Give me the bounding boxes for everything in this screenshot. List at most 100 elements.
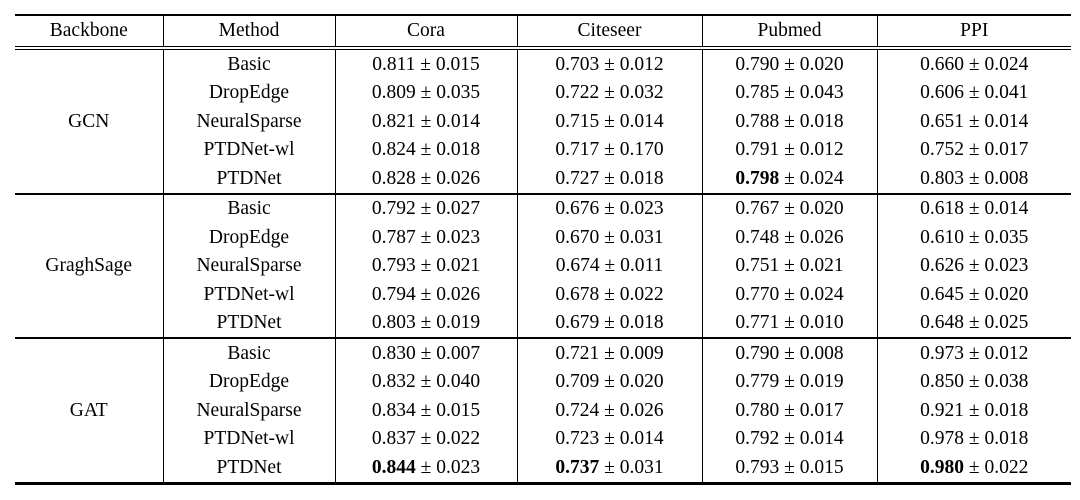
std-value: 0.014 — [984, 110, 1029, 132]
std-value: 0.015 — [435, 53, 480, 75]
std-value: 0.022 — [984, 456, 1029, 478]
std-value: 0.009 — [619, 342, 664, 364]
value-cell: 0.752 ± 0.017 — [876, 135, 1071, 164]
header-pubmed: Pubmed — [701, 15, 877, 50]
method-cell: DropEdge — [162, 78, 335, 107]
mean-value: 0.767 — [735, 198, 780, 219]
mean-value: 0.811 — [372, 53, 416, 75]
std-value: 0.017 — [799, 399, 844, 421]
std-value: 0.014 — [984, 198, 1029, 219]
mean-value: 0.921 — [920, 399, 965, 421]
value-cell: 0.834 ± 0.015 — [334, 396, 517, 425]
std-value: 0.015 — [799, 456, 844, 478]
std-value: 0.026 — [799, 226, 844, 248]
header-backbone: Backbone — [15, 15, 163, 50]
mean-value: 0.626 — [920, 255, 965, 276]
value-cell: 0.788 ± 0.018 — [701, 107, 877, 136]
value-cell: 0.767 ± 0.020 — [701, 193, 877, 223]
mean-value: 0.809 — [371, 82, 416, 103]
mean-value: 0.670 — [555, 226, 600, 248]
header-row: Backbone Method Cora Citeseer Pubmed PPI — [15, 15, 1071, 50]
value-cell: 0.973 ± 0.012 — [876, 338, 1071, 368]
std-value: 0.018 — [799, 110, 844, 132]
mean-value: 0.834 — [371, 399, 416, 421]
std-value: 0.031 — [619, 456, 664, 478]
std-value: 0.024 — [984, 53, 1029, 75]
value-cell: 0.785 ± 0.043 — [701, 78, 877, 107]
mean-value: 0.660 — [920, 53, 965, 75]
std-value: 0.023 — [436, 226, 481, 248]
value-cell: 0.793 ± 0.021 — [334, 251, 517, 280]
backbone-cell: GAT — [69, 399, 108, 421]
mean-value: 0.723 — [555, 428, 600, 449]
value-cell: 0.809 ± 0.035 — [334, 78, 517, 107]
value-cell: 0.724 ± 0.026 — [516, 396, 702, 425]
value-cell: 0.645 ± 0.020 — [876, 280, 1071, 309]
mean-value: 0.709 — [555, 371, 600, 392]
std-value: 0.024 — [799, 283, 844, 305]
value-cell: 0.837 ± 0.022 — [334, 424, 517, 453]
mean-value: 0.794 — [371, 283, 416, 305]
value-cell: 0.844 ± 0.023 — [334, 453, 517, 483]
std-value: 0.012 — [619, 53, 664, 75]
std-value: 0.014 — [619, 110, 664, 132]
value-cell: 0.670 ± 0.031 — [516, 223, 702, 252]
mean-value: 0.606 — [920, 82, 965, 103]
mean-value: 0.679 — [555, 312, 600, 333]
table-row: PTDNet 0.828 ± 0.026 0.727 ± 0.018 0.798 ± … — [15, 164, 1071, 194]
value-cell: 0.674 ± 0.011 — [516, 251, 702, 280]
table-row: DropEdge 0.809 ± 0.035 0.722 ± 0.032 0.785 … — [15, 78, 1071, 107]
std-value: 0.015 — [436, 399, 481, 421]
method-cell: Basic — [162, 48, 335, 79]
mean-value: 0.830 — [371, 342, 416, 364]
mean-value: 0.618 — [920, 198, 965, 219]
std-value: 0.014 — [799, 428, 844, 449]
std-value: 0.023 — [619, 198, 664, 219]
value-cell: 0.618 ± 0.014 — [876, 193, 1071, 223]
std-value: 0.017 — [984, 139, 1029, 160]
method-cell: PTDNet-wl — [162, 135, 335, 164]
value-cell: 0.751 ± 0.021 — [701, 251, 877, 280]
value-cell: 0.793 ± 0.015 — [701, 453, 877, 483]
std-value: 0.022 — [436, 428, 481, 449]
value-cell: 0.790 ± 0.020 — [701, 48, 877, 79]
value-cell: 0.770 ± 0.024 — [701, 280, 877, 309]
value-cell: 0.709 ± 0.020 — [516, 367, 702, 396]
method-cell: PTDNet-wl — [162, 280, 335, 309]
std-value: 0.024 — [799, 167, 844, 189]
std-value: 0.026 — [436, 167, 481, 189]
mean-value: 0.722 — [555, 82, 600, 103]
table-row: GraghSage Basic 0.792 ± 0.027 0.676 ± 0.023… — [15, 193, 1071, 275]
mean-value: 0.803 — [920, 167, 965, 189]
value-cell: 0.723 ± 0.014 — [516, 424, 702, 453]
mean-value: 0.791 — [735, 139, 780, 160]
value-cell: 0.978 ± 0.018 — [876, 424, 1071, 453]
std-value: 0.032 — [619, 82, 664, 103]
value-cell: 0.727 ± 0.018 — [516, 164, 702, 194]
std-value: 0.023 — [984, 255, 1029, 276]
table-header: Backbone Method Cora Citeseer Pubmed PPI — [15, 15, 1071, 50]
mean-value: 0.648 — [920, 312, 965, 333]
std-value: 0.014 — [619, 428, 664, 449]
mean-value: 0.792 — [735, 428, 780, 449]
std-value: 0.020 — [984, 283, 1029, 305]
value-cell: 0.798 ± 0.024 — [701, 164, 877, 194]
method-cell: NeuralSparse — [162, 396, 335, 425]
mean-value: 0.844 — [371, 456, 416, 478]
mean-value: 0.824 — [371, 139, 416, 160]
mean-value: 0.785 — [735, 82, 780, 103]
header-cora: Cora — [334, 15, 517, 50]
value-cell: 0.824 ± 0.018 — [334, 135, 517, 164]
table-row: PTDNet-wl 0.837 ± 0.022 0.723 ± 0.014 0.792… — [15, 424, 1071, 453]
table-row: PTDNet 0.844 ± 0.023 0.737 ± 0.031 0.793 ± … — [15, 453, 1071, 483]
value-cell: 0.832 ± 0.040 — [334, 367, 517, 396]
std-value: 0.023 — [436, 456, 481, 478]
std-value: 0.020 — [799, 198, 844, 219]
backbone-group: GAT Basic 0.830 ± 0.007 0.721 ± 0.009 0.790 … — [15, 338, 1071, 483]
mean-value: 0.790 — [735, 53, 780, 75]
mean-value: 0.790 — [735, 342, 780, 364]
value-cell: 0.648 ± 0.025 — [876, 308, 1071, 338]
value-cell: 0.787 ± 0.023 — [334, 223, 517, 252]
std-value: 0.020 — [619, 371, 664, 392]
std-value: 0.027 — [436, 198, 481, 219]
